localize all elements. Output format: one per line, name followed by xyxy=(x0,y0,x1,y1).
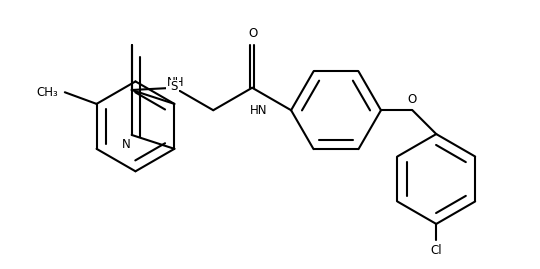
Text: NH: NH xyxy=(167,76,184,89)
Text: Cl: Cl xyxy=(430,244,442,257)
Text: S: S xyxy=(171,80,178,93)
Text: CH₃: CH₃ xyxy=(37,86,58,99)
Text: O: O xyxy=(248,27,258,40)
Text: HN: HN xyxy=(250,104,267,117)
Text: N: N xyxy=(122,137,131,151)
Text: O: O xyxy=(408,93,417,106)
